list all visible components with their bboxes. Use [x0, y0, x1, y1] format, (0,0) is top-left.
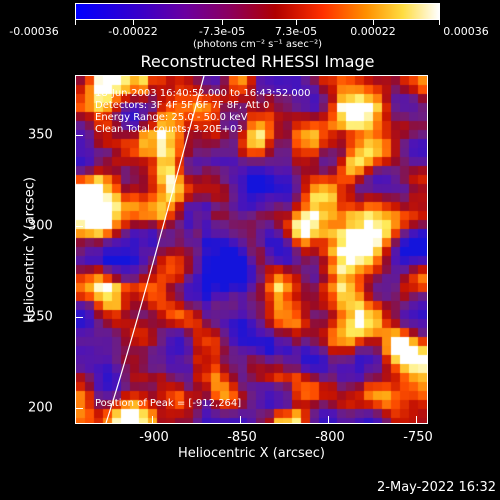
plot-area: 18-Jun-2003 16:40:52.000 to 16:43:52.000… — [75, 75, 428, 424]
colorbar-tick — [373, 20, 374, 25]
x-tick-mark — [152, 416, 153, 424]
colorbar-tick — [222, 20, 223, 25]
y-tick-label: 350 — [28, 127, 53, 143]
y-tick-mark — [75, 317, 83, 318]
y-tick-label: 250 — [28, 309, 53, 325]
x-tick-mark — [416, 416, 417, 424]
x-tick-mark — [240, 416, 241, 424]
x-tick-label: -900 — [139, 430, 169, 445]
colorbar — [75, 3, 440, 20]
colorbar-tick-label: -0.00022 — [108, 25, 158, 38]
info-energy: Energy Range: 25.0 - 50.0 keV — [95, 112, 248, 123]
colorbar-tick — [296, 20, 297, 25]
solar-limb-curve — [105, 76, 205, 423]
colorbar-tick — [75, 20, 76, 25]
y-tick-label: 300 — [28, 218, 53, 234]
colorbar-tick — [133, 20, 134, 25]
y-tick-mark — [75, 226, 83, 227]
colorbar-units: (photons cm⁻² s⁻¹ asec⁻²) — [192, 39, 323, 50]
x-tick-label: -800 — [315, 430, 345, 445]
y-tick-mark — [75, 408, 83, 409]
colorbar-tick — [439, 20, 440, 25]
heatmap-image — [76, 76, 427, 423]
x-tick-label: -750 — [403, 430, 433, 445]
peak-position: Position of Peak = [-912,264] — [95, 398, 242, 409]
x-axis-label: Heliocentric X (arcsec) — [178, 446, 325, 461]
info-clean: Clean Total counts: 3.20E+03 — [95, 124, 243, 135]
x-tick-label: -850 — [227, 430, 257, 445]
y-tick-mark — [75, 135, 83, 136]
y-axis-label: Heliocentric Y (arcsec) — [22, 177, 38, 323]
colorbar-tick-label: -7.3e-05 — [198, 25, 246, 38]
plot-title: Reconstructed RHESSI Image — [140, 52, 375, 71]
colorbar-tick-label: 0.00022 — [350, 25, 396, 38]
x-tick-mark — [328, 416, 329, 424]
y-tick-label: 200 — [28, 400, 53, 416]
timestamp: 2-May-2022 16:32 — [377, 480, 496, 495]
colorbar-tick-label: 7.3e-05 — [274, 25, 318, 38]
info-time: 18-Jun-2003 16:40:52.000 to 16:43:52.000 — [95, 88, 311, 99]
info-detectors: Detectors: 3F 4F 5F 6F 7F 8F, Att 0 — [95, 100, 270, 111]
colorbar-tick-label: -0.00036 — [9, 25, 59, 38]
colorbar-tick-label: 0.00036 — [443, 25, 489, 38]
